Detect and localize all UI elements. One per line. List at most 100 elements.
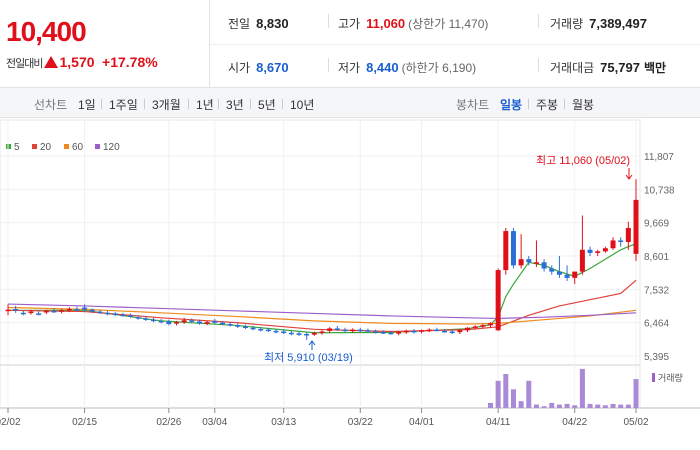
candle-body bbox=[587, 249, 593, 253]
y-tick-label: 6,464 bbox=[644, 319, 669, 330]
candle-body bbox=[487, 323, 493, 326]
y-tick-label: 11,807 bbox=[644, 152, 674, 163]
candle-body bbox=[579, 249, 585, 272]
candle-body bbox=[43, 310, 49, 313]
volume-bar bbox=[595, 404, 601, 408]
candle-body bbox=[189, 320, 195, 322]
x-tick-label: 04/22 bbox=[562, 417, 587, 428]
candle-body bbox=[465, 327, 471, 331]
candle-body bbox=[311, 332, 317, 335]
candle-daily[interactable]: 일봉 bbox=[500, 98, 523, 112]
candle-body bbox=[334, 328, 340, 330]
high-value: 11,060 bbox=[366, 16, 406, 31]
high-annotation: 최고 11,060 (05/02) bbox=[536, 154, 630, 167]
open-label: 시가 bbox=[228, 61, 251, 75]
change-row: 전일대비 1,570 +17.78% bbox=[6, 54, 158, 71]
y-tick-label: 5,395 bbox=[644, 352, 669, 363]
volume-bar bbox=[495, 380, 501, 408]
y-tick-label: 10,738 bbox=[644, 185, 675, 196]
current-price: 10,400 bbox=[6, 16, 87, 47]
candle-body bbox=[288, 332, 294, 335]
change-rate: +17.78% bbox=[102, 54, 158, 70]
candle-body bbox=[618, 240, 624, 242]
volume-bar bbox=[633, 379, 639, 408]
candle-body bbox=[449, 331, 455, 334]
volume-bar bbox=[487, 402, 493, 408]
price-chart[interactable]: 11,807 10,738 9,669 8,601 7,532 6,464 5,395 02… bbox=[0, 118, 700, 450]
low-label: 저가 bbox=[338, 61, 361, 75]
candle-body bbox=[518, 259, 524, 266]
period-3m[interactable]: 3개월 bbox=[152, 98, 181, 112]
candle-body bbox=[319, 331, 325, 334]
candle-body bbox=[28, 311, 34, 314]
candle-body bbox=[181, 320, 187, 323]
ma-line-5 bbox=[8, 237, 637, 334]
candle-body bbox=[151, 319, 157, 322]
candle-body bbox=[495, 270, 501, 331]
open-value: 8,670 bbox=[256, 60, 289, 75]
upper-limit: (상한가 11,470) bbox=[408, 17, 489, 31]
trade-value-value: 75,797 bbox=[600, 60, 640, 75]
candles bbox=[5, 179, 639, 340]
candle-body bbox=[419, 330, 425, 332]
volume-bar bbox=[564, 403, 570, 408]
legend-ma20: 20 bbox=[32, 142, 51, 153]
candle-body bbox=[143, 318, 149, 320]
period-10y[interactable]: 10년 bbox=[290, 98, 315, 112]
candle-body bbox=[526, 259, 532, 263]
candle-body bbox=[549, 268, 555, 272]
candle-chart-label: 봉차트 bbox=[456, 98, 490, 112]
volume-bar bbox=[549, 402, 555, 408]
candle-body bbox=[396, 332, 402, 334]
candle-body bbox=[457, 330, 463, 333]
change-amount: 1,570 bbox=[59, 54, 95, 70]
candle-body bbox=[112, 313, 118, 315]
low-price: 저가 8,440 (하한가 6,190) bbox=[338, 59, 476, 76]
volume-bars bbox=[487, 368, 639, 408]
volume-bar bbox=[618, 404, 624, 408]
y-tick-label: 7,532 bbox=[644, 285, 669, 296]
candle-body bbox=[564, 274, 570, 278]
x-tick-label: 04/11 bbox=[486, 417, 511, 428]
candle-body bbox=[572, 271, 578, 278]
high-arrow-icon bbox=[625, 168, 633, 180]
candle-body bbox=[258, 329, 264, 331]
volume-legend-swatch bbox=[652, 373, 655, 382]
volume-bar bbox=[518, 401, 524, 408]
period-3y[interactable]: 3년 bbox=[226, 98, 244, 112]
candle-body bbox=[135, 317, 141, 319]
prev-close: 전일 8,830 bbox=[228, 15, 289, 32]
legend-ma120: 120 bbox=[95, 142, 120, 153]
period-1w[interactable]: 1주일 bbox=[109, 98, 138, 112]
candle-body bbox=[595, 251, 601, 253]
period-5y[interactable]: 5년 bbox=[258, 98, 276, 112]
x-tick-label: 03/04 bbox=[202, 417, 227, 428]
candle-body bbox=[357, 329, 363, 332]
candle-body bbox=[296, 333, 302, 335]
x-tick-label: 05/02 bbox=[623, 417, 648, 428]
ma60-swatch bbox=[64, 144, 69, 149]
volume-bar bbox=[556, 404, 562, 408]
candle-body bbox=[158, 320, 164, 323]
x-axis-ticks: 02/02 02/15 02/26 03/04 03/13 03/22 04/01 04/11… bbox=[0, 408, 649, 428]
candle-body bbox=[556, 271, 562, 275]
candle-body bbox=[120, 314, 126, 317]
period-1d[interactable]: 1일 bbox=[78, 98, 96, 112]
volume-bar bbox=[533, 404, 539, 408]
ma120-swatch bbox=[95, 144, 100, 149]
candle-weekly[interactable]: 주봉 bbox=[536, 98, 559, 112]
candle-body bbox=[227, 324, 233, 326]
candle-body bbox=[380, 332, 386, 334]
prev-close-label: 전일 bbox=[228, 17, 251, 31]
candle-body bbox=[105, 312, 111, 315]
ma-line-60 bbox=[7, 306, 637, 325]
x-tick-label: 02/02 bbox=[0, 417, 21, 428]
candle-body bbox=[5, 309, 11, 312]
volume-label: 거래량 bbox=[550, 17, 584, 31]
prev-close-value: 8,830 bbox=[256, 16, 289, 31]
candle-body bbox=[403, 330, 409, 333]
candle-body bbox=[128, 315, 134, 317]
candle-body bbox=[503, 231, 509, 271]
period-1y[interactable]: 1년 bbox=[196, 98, 214, 112]
candle-monthly[interactable]: 월봉 bbox=[572, 98, 595, 112]
